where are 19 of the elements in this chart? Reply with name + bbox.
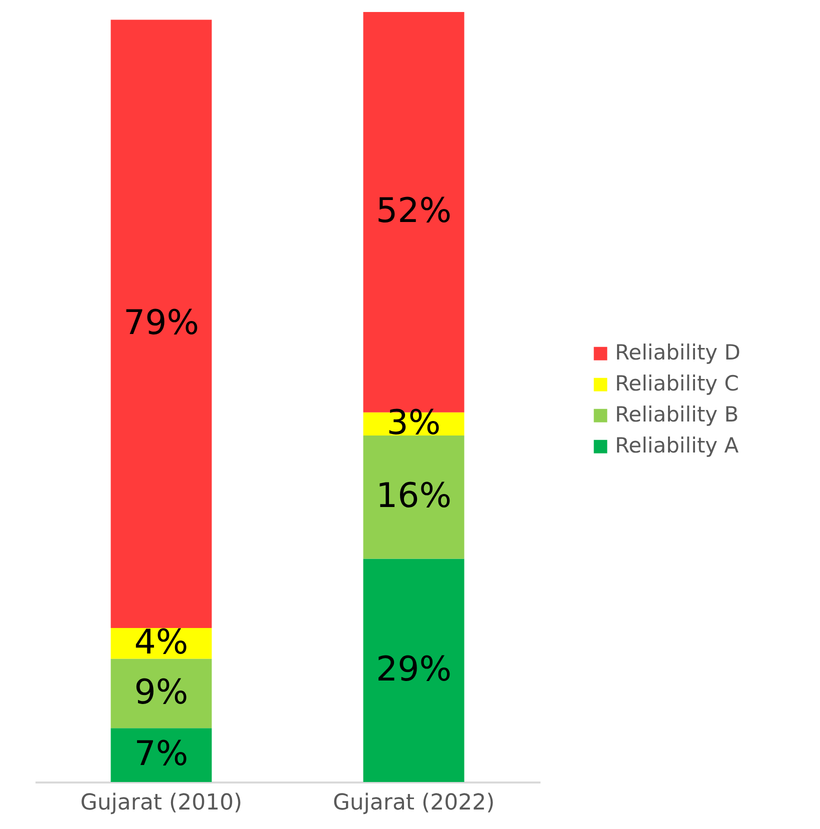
- data-label: 16%: [376, 476, 452, 516]
- bar: [110, 20, 212, 628]
- x-tick-label: Gujarat (2010): [80, 790, 242, 816]
- data-label: 29%: [376, 649, 452, 690]
- bar: [110, 658, 212, 728]
- data-label: 9%: [134, 672, 188, 712]
- legend-label: Reliability A: [615, 434, 740, 458]
- bar: [363, 558, 464, 782]
- legend-label: Reliability B: [615, 402, 739, 427]
- x-tick-label: Gujarat (2022): [332, 790, 495, 816]
- data-label: 4%: [134, 622, 188, 662]
- legend-label: Reliability C: [615, 372, 739, 396]
- bar: [363, 436, 464, 559]
- legend-label: Reliability D: [615, 340, 740, 365]
- data-label: 79%: [123, 302, 200, 343]
- bar: [110, 728, 212, 782]
- data-label: 3%: [386, 402, 441, 443]
- data-label: 52%: [376, 191, 452, 232]
- data-label: 7%: [134, 734, 188, 774]
